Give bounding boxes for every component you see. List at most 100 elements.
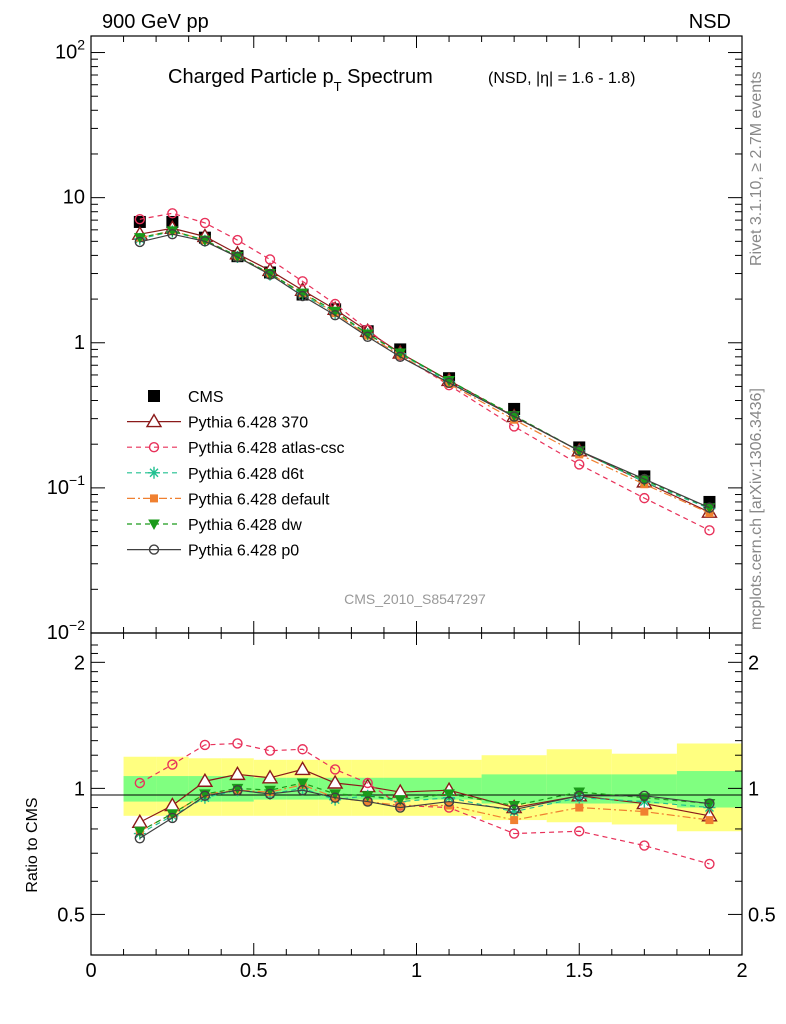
legend-label: Pythia 6.428 atlas-csc [188,440,345,457]
main-axis-ticks: 10−2 10−1 1 10 102 [47,36,743,644]
legend-label: CMS [188,389,224,406]
x-tick-label: 1.5 [565,960,593,982]
legend-label: Pythia 6.428 dw [188,517,302,534]
chart-title-main: Charged Particle p [168,66,334,88]
ratio-point-370 [294,761,311,776]
ratio-y-tick-label-right: 0.5 [748,904,776,926]
main-panel: 10−2 10−1 1 10 102 Charged Particle pT Spect… [47,35,743,644]
main-point-p0 [574,445,585,457]
main-point-p0 [395,351,406,363]
ratio-axis-ticks: 0.5 0.5 1 1 2 2 0 0.5 1 1.5 2 [57,633,776,982]
main-point-p0 [134,236,146,248]
legend-marker [148,519,160,531]
ratio-uncertainty-bands [123,743,742,832]
main-point-p0 [362,331,373,342]
ratio-point-p0 [264,788,276,800]
ratio-point-p0 [704,798,715,809]
y-tick-label: 10−2 [47,617,85,644]
ratio-point-p0 [362,796,373,807]
ratio-point-atlas [639,840,650,851]
legend-label: Pythia 6.428 370 [188,415,308,432]
ratio-point-p0 [199,790,211,801]
main-line-p0 [139,233,710,509]
y-tick-label: 1 [74,332,85,354]
ratio-point-p0 [297,785,308,796]
main-point-atlas [704,525,715,536]
chart-title: Charged Particle pT Spectrum [168,66,433,94]
main-series-dw [133,226,716,514]
main-point-atlas [134,214,146,225]
energy-label: 900 GeV pp [102,11,209,33]
ratio-point-default [640,807,649,816]
legend-marker [150,494,158,503]
y-tick-label: 10−1 [47,472,85,499]
ratio-line-dw [139,782,710,832]
mcplots-label: mcplots.cern.ch [arXiv:1306.3436] [748,388,765,630]
ratio-line-p0 [139,789,710,839]
main-point-p0 [264,269,276,280]
main-point-atlas [639,492,650,504]
ratio-panel: 0.5 0.5 1 1 2 2 0 0.5 1 1.5 2 Ratio to CMS [24,632,776,982]
legend-marker [148,466,160,479]
legend-entry-370: Pythia 6.428 370 [127,413,308,432]
rivet-label: Rivet 3.1.10, ≥ 2.7M events [748,71,765,266]
ratio-point-default [510,816,519,825]
legend-entry-d6t: Pythia 6.428 d6t [127,466,304,483]
ratio-point-atlas [574,826,585,837]
ratio-y-tick-label-left: 0.5 [57,904,85,926]
ratio-point-370 [326,774,344,789]
legend: CMS Pythia 6.428 370 Pythia 6.428 atlas-cs… [127,389,345,560]
main-point-atlas [264,254,276,265]
main-point-p0 [443,377,455,388]
ratio-point-atlas [167,759,178,770]
ratio-series-layer [131,738,718,870]
ratio-point-p0 [639,790,650,801]
main-point-atlas [232,234,243,246]
ratio-point-atlas [232,738,243,749]
x-tick-label: 0.5 [240,960,268,982]
legend-marker [148,442,160,453]
ratio-point-p0 [134,833,146,844]
main-point-p0 [232,251,243,263]
ratio-point-default [575,803,584,812]
ratio-point-p0 [443,796,455,807]
ratio-point-p0 [167,812,178,824]
legend-entry-CMS: CMS [148,389,224,406]
ratio-line-d6t [139,787,710,835]
legend-entry-atlas: Pythia 6.428 atlas-csc [127,440,345,457]
ratio-line-atlas [139,742,710,865]
ratio-y-tick-label-left: 2 [74,652,85,674]
ratio-point-dw [296,778,309,790]
ratio-point-atlas [704,858,715,870]
main-line-default [139,230,710,514]
y-tick-label: 102 [55,37,85,64]
ratio-y-axis-label: Ratio to CMS [24,797,41,892]
main-point-p0 [167,228,178,240]
ratio-point-p0 [329,792,341,803]
ratio-point-atlas [199,739,211,751]
band-inner [123,776,157,802]
ratio-series-p0 [134,785,715,844]
ratio-point-atlas [134,777,146,789]
main-line-dw [139,230,710,509]
ratio-point-default [705,816,714,825]
legend-entry-dw: Pythia 6.428 dw [127,517,302,534]
ratio-point-dw [394,795,407,806]
x-tick-label: 1 [411,960,422,982]
x-tick-label: 0 [85,960,96,982]
main-series-layer [131,208,718,536]
legend-entry-p0: Pythia 6.428 p0 [127,543,299,560]
main-series-CMS [133,215,716,508]
main-point-p0 [297,290,308,302]
chart-title-subscript: T [334,79,342,94]
legend-marker [145,413,163,428]
ratio-series-atlas [134,738,715,870]
chart-title-main2: Spectrum [342,66,433,88]
main-point-dw [166,226,179,237]
main-line-atlas [139,212,710,531]
chart-title-extra: (NSD, |η| = 1.6 - 1.8) [488,70,635,87]
legend-marker [148,390,160,402]
ratio-point-atlas [329,764,341,775]
ratio-point-dw [361,791,374,802]
y-tick-label: 10 [63,187,85,209]
